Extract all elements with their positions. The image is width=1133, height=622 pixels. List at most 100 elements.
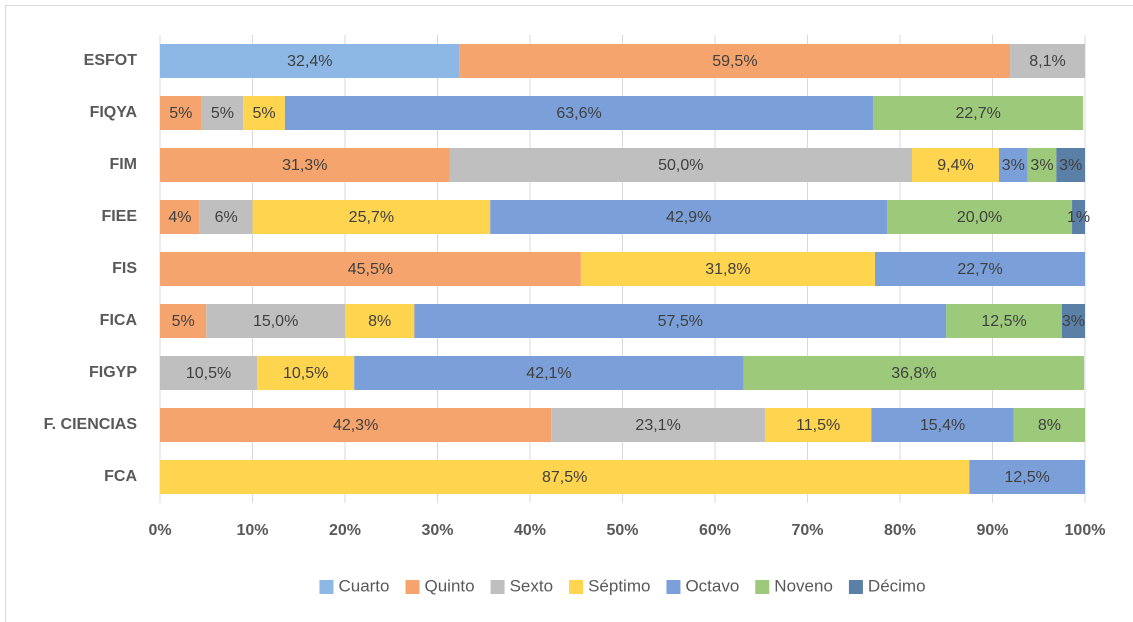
chart-border [5,5,1133,622]
category-label: FIM [109,156,137,173]
x-tick-label: 20% [329,522,361,539]
data-label: 11,5% [796,417,840,434]
x-tick-label: 50% [606,522,638,539]
data-label: 10,5% [283,365,328,382]
bar-segment [946,304,1062,338]
data-label: 23,1% [635,417,680,434]
legend-label: Décimo [868,576,926,595]
bar-segment [743,356,1085,390]
data-label: 5% [169,105,192,122]
bar-segment [490,200,888,234]
data-label: 31,3% [282,157,327,174]
bar-segment [354,356,744,390]
data-label: 1% [1067,209,1090,226]
bar-segment [160,460,970,494]
bar-segment [580,252,876,286]
data-label: 42,1% [526,365,571,382]
x-tick-label: 100% [1065,522,1106,539]
x-tick-label: 0% [148,522,171,539]
legend-swatch [405,580,420,594]
data-label: 5% [253,105,276,122]
legend-label: Sexto [510,576,553,595]
data-label: 32,4% [287,53,332,70]
bar-segment [160,304,207,338]
legend-label: Cuarto [338,576,389,595]
x-tick-label: 70% [791,522,823,539]
bar-segment [1056,148,1085,182]
data-label: 20,0% [957,209,1002,226]
category-label: FIEE [101,208,137,225]
data-label: 4% [168,209,191,226]
data-label: 3% [1030,157,1053,174]
data-label: 3% [1002,157,1025,174]
data-label: 8% [368,313,391,330]
x-tick-label: 40% [514,522,546,539]
bar-segment [160,96,202,130]
bar-segment [160,148,450,182]
legend-swatch [755,580,770,594]
bar-segment [764,408,872,442]
data-label: 8% [1038,417,1061,434]
data-label: 50,0% [658,157,703,174]
legend-label: Octavo [685,576,739,595]
category-label: FIGYP [89,364,137,381]
x-tick-label: 30% [421,522,453,539]
data-label: 9,4% [937,157,973,174]
category-label: FIS [112,260,137,277]
bar-segment [551,408,765,442]
category-label: ESFOT [84,52,138,69]
bar-segment [201,96,244,130]
data-label: 12,5% [1005,469,1050,486]
legend-swatch [848,580,863,594]
x-tick-label: 90% [976,522,1008,539]
data-label: 36,8% [891,365,936,382]
data-label: 3% [1059,157,1082,174]
legend-swatch [666,580,681,594]
data-label: 6% [215,209,238,226]
bar-segment [998,148,1028,182]
bar-segment [414,304,947,338]
bar-segment [160,252,581,286]
bar-segment [449,148,913,182]
legend-swatch [319,580,334,594]
bar-segment [875,252,1085,286]
category-label: FICA [100,312,138,329]
data-label: 31,8% [705,261,750,278]
data-label: 45,5% [348,261,393,278]
bar-segment [912,148,999,182]
bar-segment [257,356,355,390]
legend-swatch [490,580,505,594]
data-label: 63,6% [556,105,601,122]
bar-segment [871,408,1014,442]
legend: Cuarto Quinto Sexto Séptimo Octavo Noveno Déci… [319,576,926,595]
data-label: 42,3% [333,417,378,434]
bar-segment [1013,408,1085,442]
bar-segment [1061,304,1085,338]
data-label: 42,9% [666,209,711,226]
data-label: 15,4% [920,417,965,434]
bar-segment [160,200,200,234]
bar-segment [160,44,460,78]
bar-segment [160,408,552,442]
category-label: FIQYA [90,104,138,121]
legend-label: Noveno [774,576,833,595]
data-label: 22,7% [955,105,1000,122]
bar-segment [199,200,253,234]
bar-segment [969,460,1085,494]
data-label: 3% [1062,313,1085,330]
bar-segment [160,356,258,390]
bar-segment [1010,44,1085,78]
legend-swatch [569,580,584,594]
bar-segment [1072,200,1085,234]
data-label: 87,5% [542,469,587,486]
data-label: 10,5% [186,365,231,382]
bar-segment [345,304,415,338]
x-tick-label: 60% [699,522,731,539]
bar-segment [887,200,1073,234]
data-label: 12,5% [981,313,1026,330]
category-label: F. CIENCIAS [44,416,138,433]
bar-segment [284,96,874,130]
bar-segment [206,304,345,338]
data-label: 5% [172,313,195,330]
